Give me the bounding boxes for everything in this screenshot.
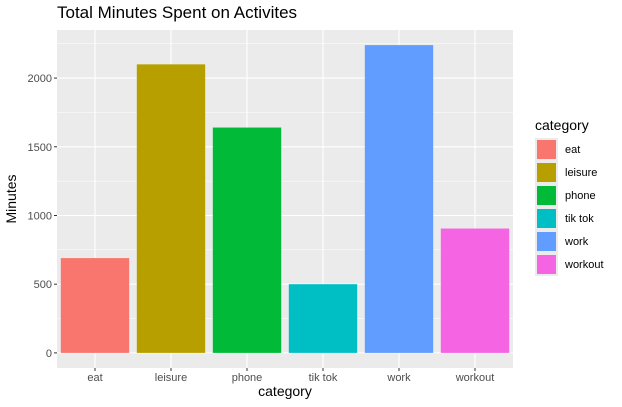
legend-swatch bbox=[537, 140, 556, 159]
bar-workout bbox=[440, 228, 510, 353]
y-tick-label: 1500 bbox=[28, 142, 52, 154]
legend-label: eat bbox=[565, 144, 580, 156]
legend: category eat leisure phone tik tok work worko… bbox=[535, 117, 604, 276]
x-axis-title: category bbox=[258, 383, 312, 399]
x-tick-label: leisure bbox=[155, 372, 187, 384]
legend-swatch bbox=[537, 163, 556, 182]
x-axis-ticks: eat leisure phone tik tok work workout bbox=[87, 368, 494, 384]
y-tick-label: 1000 bbox=[28, 210, 52, 222]
y-axis-ticks: 0 500 1000 1500 2000 bbox=[28, 73, 57, 360]
bars bbox=[60, 45, 510, 353]
bar-tik-tok bbox=[288, 284, 358, 353]
y-tick-label: 2000 bbox=[28, 73, 52, 85]
bar-phone bbox=[212, 127, 282, 353]
legend-label: work bbox=[564, 236, 589, 248]
legend-swatch bbox=[537, 255, 556, 274]
y-tick-label: 500 bbox=[34, 279, 52, 291]
legend-title: category bbox=[535, 117, 589, 133]
chart-title: Total Minutes Spent on Activites bbox=[57, 3, 297, 22]
x-tick-label: workout bbox=[455, 372, 495, 384]
legend-label: workout bbox=[564, 259, 604, 271]
legend-swatch bbox=[537, 186, 556, 205]
plot-panel bbox=[57, 30, 513, 368]
legend-swatch bbox=[537, 209, 556, 228]
x-tick-label: work bbox=[386, 372, 411, 384]
x-tick-label: eat bbox=[87, 372, 102, 384]
legend-label: tik tok bbox=[565, 213, 594, 225]
x-tick-label: phone bbox=[232, 372, 263, 384]
y-tick-label: 0 bbox=[46, 348, 52, 360]
bar-eat bbox=[60, 258, 130, 353]
bar-work bbox=[364, 45, 434, 353]
bar-leisure bbox=[136, 64, 206, 353]
y-axis-title: Minutes bbox=[3, 174, 19, 223]
x-tick-label: tik tok bbox=[309, 372, 338, 384]
legend-swatch bbox=[537, 232, 556, 251]
legend-label: phone bbox=[565, 190, 596, 202]
legend-label: leisure bbox=[565, 167, 597, 179]
